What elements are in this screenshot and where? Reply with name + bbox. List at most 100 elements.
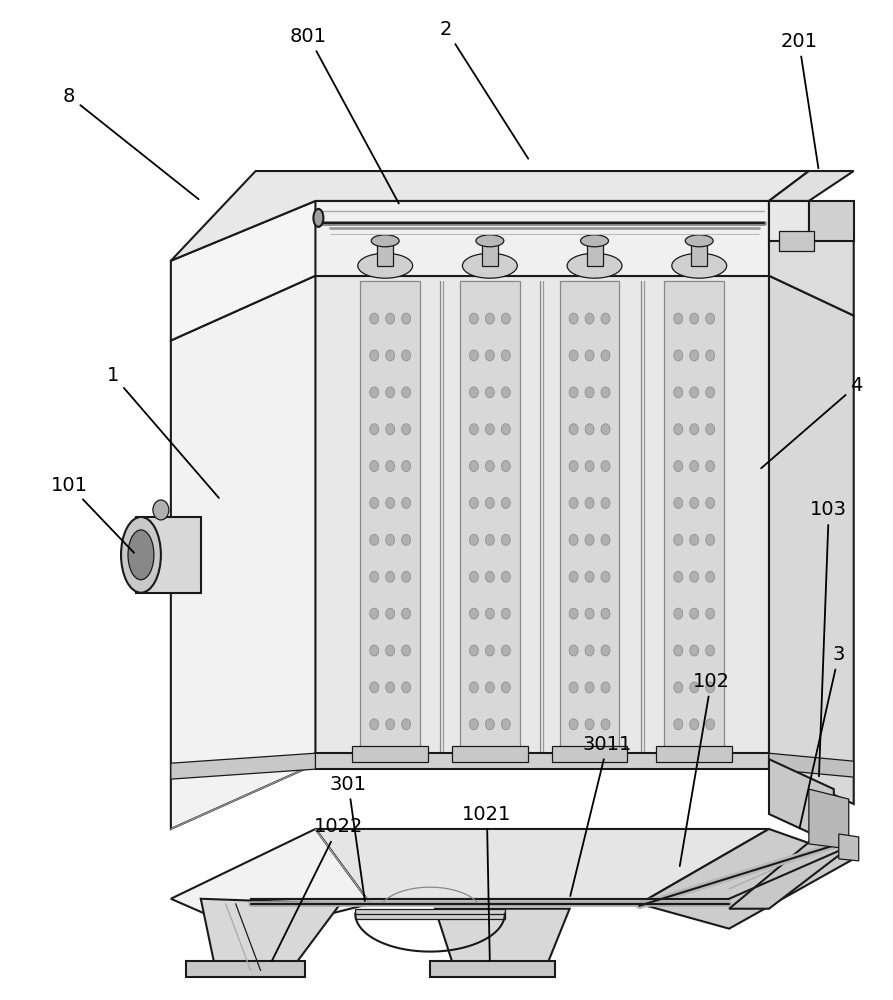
Ellipse shape [601, 608, 610, 619]
Ellipse shape [674, 719, 683, 730]
Ellipse shape [313, 209, 323, 227]
Ellipse shape [470, 682, 479, 693]
Ellipse shape [585, 645, 594, 656]
Ellipse shape [705, 719, 714, 730]
Polygon shape [769, 753, 854, 777]
Ellipse shape [370, 461, 379, 472]
Ellipse shape [601, 571, 610, 582]
Polygon shape [186, 961, 305, 977]
Polygon shape [809, 201, 854, 241]
Polygon shape [315, 276, 769, 764]
Ellipse shape [370, 608, 379, 619]
Ellipse shape [121, 517, 161, 593]
Polygon shape [171, 201, 315, 340]
Ellipse shape [501, 313, 510, 324]
Ellipse shape [386, 461, 395, 472]
Ellipse shape [569, 461, 578, 472]
Ellipse shape [370, 387, 379, 398]
Ellipse shape [501, 608, 510, 619]
Ellipse shape [585, 608, 594, 619]
Ellipse shape [402, 571, 411, 582]
Ellipse shape [705, 645, 714, 656]
Ellipse shape [501, 719, 510, 730]
Ellipse shape [402, 313, 411, 324]
Ellipse shape [486, 350, 495, 361]
Ellipse shape [685, 235, 714, 247]
Ellipse shape [601, 682, 610, 693]
Ellipse shape [689, 387, 698, 398]
Ellipse shape [386, 645, 395, 656]
Ellipse shape [705, 313, 714, 324]
Ellipse shape [585, 387, 594, 398]
Ellipse shape [486, 498, 495, 508]
Text: 201: 201 [780, 32, 818, 168]
Ellipse shape [569, 682, 578, 693]
Ellipse shape [689, 424, 698, 435]
Polygon shape [656, 746, 732, 762]
Ellipse shape [674, 682, 683, 693]
Ellipse shape [601, 645, 610, 656]
Text: 103: 103 [810, 500, 847, 776]
Ellipse shape [689, 682, 698, 693]
Ellipse shape [585, 461, 594, 472]
Ellipse shape [386, 498, 395, 508]
Text: 8: 8 [63, 87, 198, 199]
Ellipse shape [501, 350, 510, 361]
Ellipse shape [689, 719, 698, 730]
Ellipse shape [674, 387, 683, 398]
Ellipse shape [386, 387, 395, 398]
Ellipse shape [501, 645, 510, 656]
Ellipse shape [601, 387, 610, 398]
Ellipse shape [501, 461, 510, 472]
Ellipse shape [705, 534, 714, 545]
Ellipse shape [705, 461, 714, 472]
Ellipse shape [370, 498, 379, 508]
Text: 101: 101 [51, 476, 134, 553]
Ellipse shape [486, 313, 495, 324]
Ellipse shape [601, 534, 610, 545]
Ellipse shape [386, 350, 395, 361]
Ellipse shape [705, 350, 714, 361]
Ellipse shape [674, 313, 683, 324]
Polygon shape [639, 829, 854, 929]
Polygon shape [315, 753, 769, 769]
Polygon shape [729, 834, 854, 909]
Ellipse shape [386, 424, 395, 435]
Ellipse shape [501, 534, 510, 545]
Text: 2: 2 [440, 20, 529, 159]
Text: 3: 3 [799, 645, 845, 828]
Ellipse shape [569, 645, 578, 656]
Polygon shape [360, 281, 420, 754]
Polygon shape [201, 899, 340, 971]
Text: 3011: 3011 [571, 735, 632, 896]
Ellipse shape [689, 645, 698, 656]
Polygon shape [664, 281, 724, 754]
Ellipse shape [689, 571, 698, 582]
Ellipse shape [402, 461, 411, 472]
Ellipse shape [463, 253, 517, 278]
Ellipse shape [705, 608, 714, 619]
Ellipse shape [674, 645, 683, 656]
Polygon shape [353, 746, 428, 762]
Ellipse shape [470, 645, 479, 656]
Ellipse shape [501, 682, 510, 693]
Ellipse shape [501, 498, 510, 508]
Ellipse shape [370, 719, 379, 730]
Ellipse shape [386, 313, 395, 324]
Text: 102: 102 [680, 672, 730, 866]
Ellipse shape [402, 534, 411, 545]
Ellipse shape [705, 571, 714, 582]
Ellipse shape [674, 350, 683, 361]
Ellipse shape [501, 571, 510, 582]
Polygon shape [482, 241, 497, 266]
Ellipse shape [705, 424, 714, 435]
Ellipse shape [470, 424, 479, 435]
Ellipse shape [470, 350, 479, 361]
Ellipse shape [585, 424, 594, 435]
Ellipse shape [386, 608, 395, 619]
Ellipse shape [674, 571, 683, 582]
Ellipse shape [470, 313, 479, 324]
Polygon shape [435, 909, 570, 971]
Ellipse shape [585, 682, 594, 693]
Ellipse shape [674, 461, 683, 472]
